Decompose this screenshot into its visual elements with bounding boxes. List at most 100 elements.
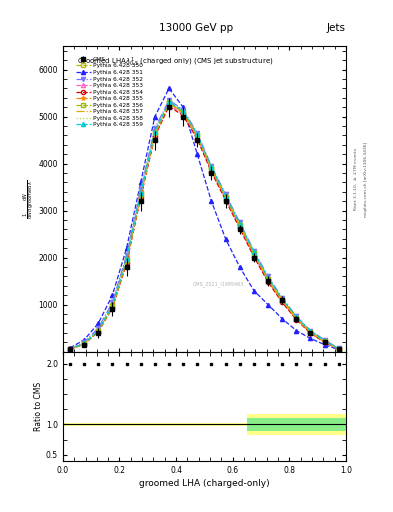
Y-axis label: Ratio to CMS: Ratio to CMS	[34, 381, 43, 431]
Pythia 6.428 352	[181, 106, 185, 113]
Pythia 6.428 359	[280, 296, 285, 302]
Pythia 6.428 352	[138, 186, 143, 193]
Pythia 6.428 357	[181, 109, 185, 115]
Pythia 6.428 353	[294, 316, 299, 322]
Pythia 6.428 358	[223, 193, 228, 199]
Pythia 6.428 355	[138, 193, 143, 199]
Pythia 6.428 350	[294, 315, 299, 321]
Pythia 6.428 359	[209, 164, 214, 170]
Pythia 6.428 353	[223, 196, 228, 202]
Pythia 6.428 359	[336, 346, 341, 352]
Pythia 6.428 351	[68, 345, 72, 351]
Pythia 6.428 359	[181, 108, 185, 114]
Pythia 6.428 351	[237, 264, 242, 270]
Pythia 6.428 356	[167, 99, 171, 105]
Pythia 6.428 350	[252, 250, 256, 256]
Pythia 6.428 359	[138, 190, 143, 196]
Pythia 6.428 352	[266, 273, 270, 280]
Pythia 6.428 357	[167, 100, 171, 106]
Pythia 6.428 358	[96, 328, 101, 334]
Pythia 6.428 358	[237, 221, 242, 227]
Pythia 6.428 356	[280, 297, 285, 303]
Pythia 6.428 357	[82, 340, 86, 347]
Pythia 6.428 359	[82, 340, 86, 347]
Pythia 6.428 351	[322, 342, 327, 348]
Pythia 6.428 351	[138, 179, 143, 185]
Pythia 6.428 356	[322, 338, 327, 345]
Pythia 6.428 358	[152, 130, 157, 136]
Pythia 6.428 353	[152, 132, 157, 138]
Pythia 6.428 357	[195, 133, 200, 139]
Pythia 6.428 359	[294, 314, 299, 320]
Pythia 6.428 355	[223, 195, 228, 201]
Pythia 6.428 351	[181, 104, 185, 110]
Pythia 6.428 350	[280, 297, 285, 303]
Pythia 6.428 358	[322, 338, 327, 344]
Pythia 6.428 358	[209, 165, 214, 171]
Pythia 6.428 357	[223, 194, 228, 200]
Pythia 6.428 351	[294, 328, 299, 334]
Pythia 6.428 358	[195, 132, 200, 138]
Pythia 6.428 353	[82, 340, 86, 347]
Pythia 6.428 358	[68, 346, 72, 352]
Pythia 6.428 357	[110, 304, 115, 310]
Pythia 6.428 351	[96, 321, 101, 327]
Pythia 6.428 358	[252, 249, 256, 255]
Pythia 6.428 350	[209, 165, 214, 172]
Pythia 6.428 358	[336, 346, 341, 352]
Pythia 6.428 358	[294, 314, 299, 321]
Pythia 6.428 356	[138, 191, 143, 197]
Pythia 6.428 350	[181, 109, 185, 115]
Pythia 6.428 354	[209, 169, 214, 175]
Pythia 6.428 356	[294, 315, 299, 321]
Pythia 6.428 357	[138, 192, 143, 198]
Text: Groomed LHA$\lambda^1_{0.5}$ (charged only) (CMS jet substructure): Groomed LHA$\lambda^1_{0.5}$ (charged on…	[77, 55, 274, 69]
Pythia 6.428 350	[195, 132, 200, 138]
Pythia 6.428 351	[308, 335, 313, 342]
Pythia 6.428 351	[167, 86, 171, 92]
Pythia 6.428 351	[336, 347, 341, 353]
Pythia 6.428 352	[96, 325, 101, 331]
Pythia 6.428 355	[167, 100, 171, 106]
Pythia 6.428 350	[167, 99, 171, 105]
Pythia 6.428 359	[266, 275, 270, 281]
Pythia 6.428 358	[266, 275, 270, 282]
Pythia 6.428 359	[96, 328, 101, 334]
Pythia 6.428 350	[152, 127, 157, 134]
Pythia 6.428 352	[68, 346, 72, 352]
Pythia 6.428 353	[209, 167, 214, 174]
Pythia 6.428 354	[181, 113, 185, 119]
Pythia 6.428 351	[280, 316, 285, 322]
Polygon shape	[63, 418, 346, 431]
Pythia 6.428 352	[280, 294, 285, 301]
Line: Pythia 6.428 358: Pythia 6.428 358	[70, 102, 339, 349]
Pythia 6.428 358	[308, 328, 313, 334]
Pythia 6.428 359	[237, 221, 242, 227]
Pythia 6.428 352	[152, 125, 157, 132]
Pythia 6.428 351	[195, 151, 200, 157]
Pythia 6.428 357	[152, 131, 157, 137]
Pythia 6.428 352	[124, 252, 129, 259]
Pythia 6.428 354	[308, 330, 313, 336]
Pythia 6.428 353	[167, 102, 171, 108]
Pythia 6.428 355	[294, 315, 299, 322]
Pythia 6.428 357	[68, 346, 72, 352]
Pythia 6.428 357	[237, 222, 242, 228]
Pythia 6.428 354	[82, 341, 86, 347]
Pythia 6.428 356	[252, 250, 256, 256]
Pythia 6.428 354	[252, 253, 256, 260]
Pythia 6.428 354	[96, 329, 101, 335]
Pythia 6.428 359	[152, 129, 157, 135]
Pythia 6.428 353	[280, 298, 285, 305]
Pythia 6.428 356	[96, 328, 101, 334]
Line: Pythia 6.428 353: Pythia 6.428 353	[68, 103, 341, 351]
Pythia 6.428 355	[152, 132, 157, 138]
Pythia 6.428 354	[280, 299, 285, 305]
Pythia 6.428 355	[308, 329, 313, 335]
Pythia 6.428 352	[294, 313, 299, 319]
Pythia 6.428 353	[195, 135, 200, 141]
Text: mcplots.cern.ch [arXiv:1306.3436]: mcplots.cern.ch [arXiv:1306.3436]	[364, 142, 367, 217]
Pythia 6.428 353	[308, 330, 313, 336]
Pythia 6.428 352	[223, 191, 228, 197]
Pythia 6.428 359	[322, 338, 327, 344]
